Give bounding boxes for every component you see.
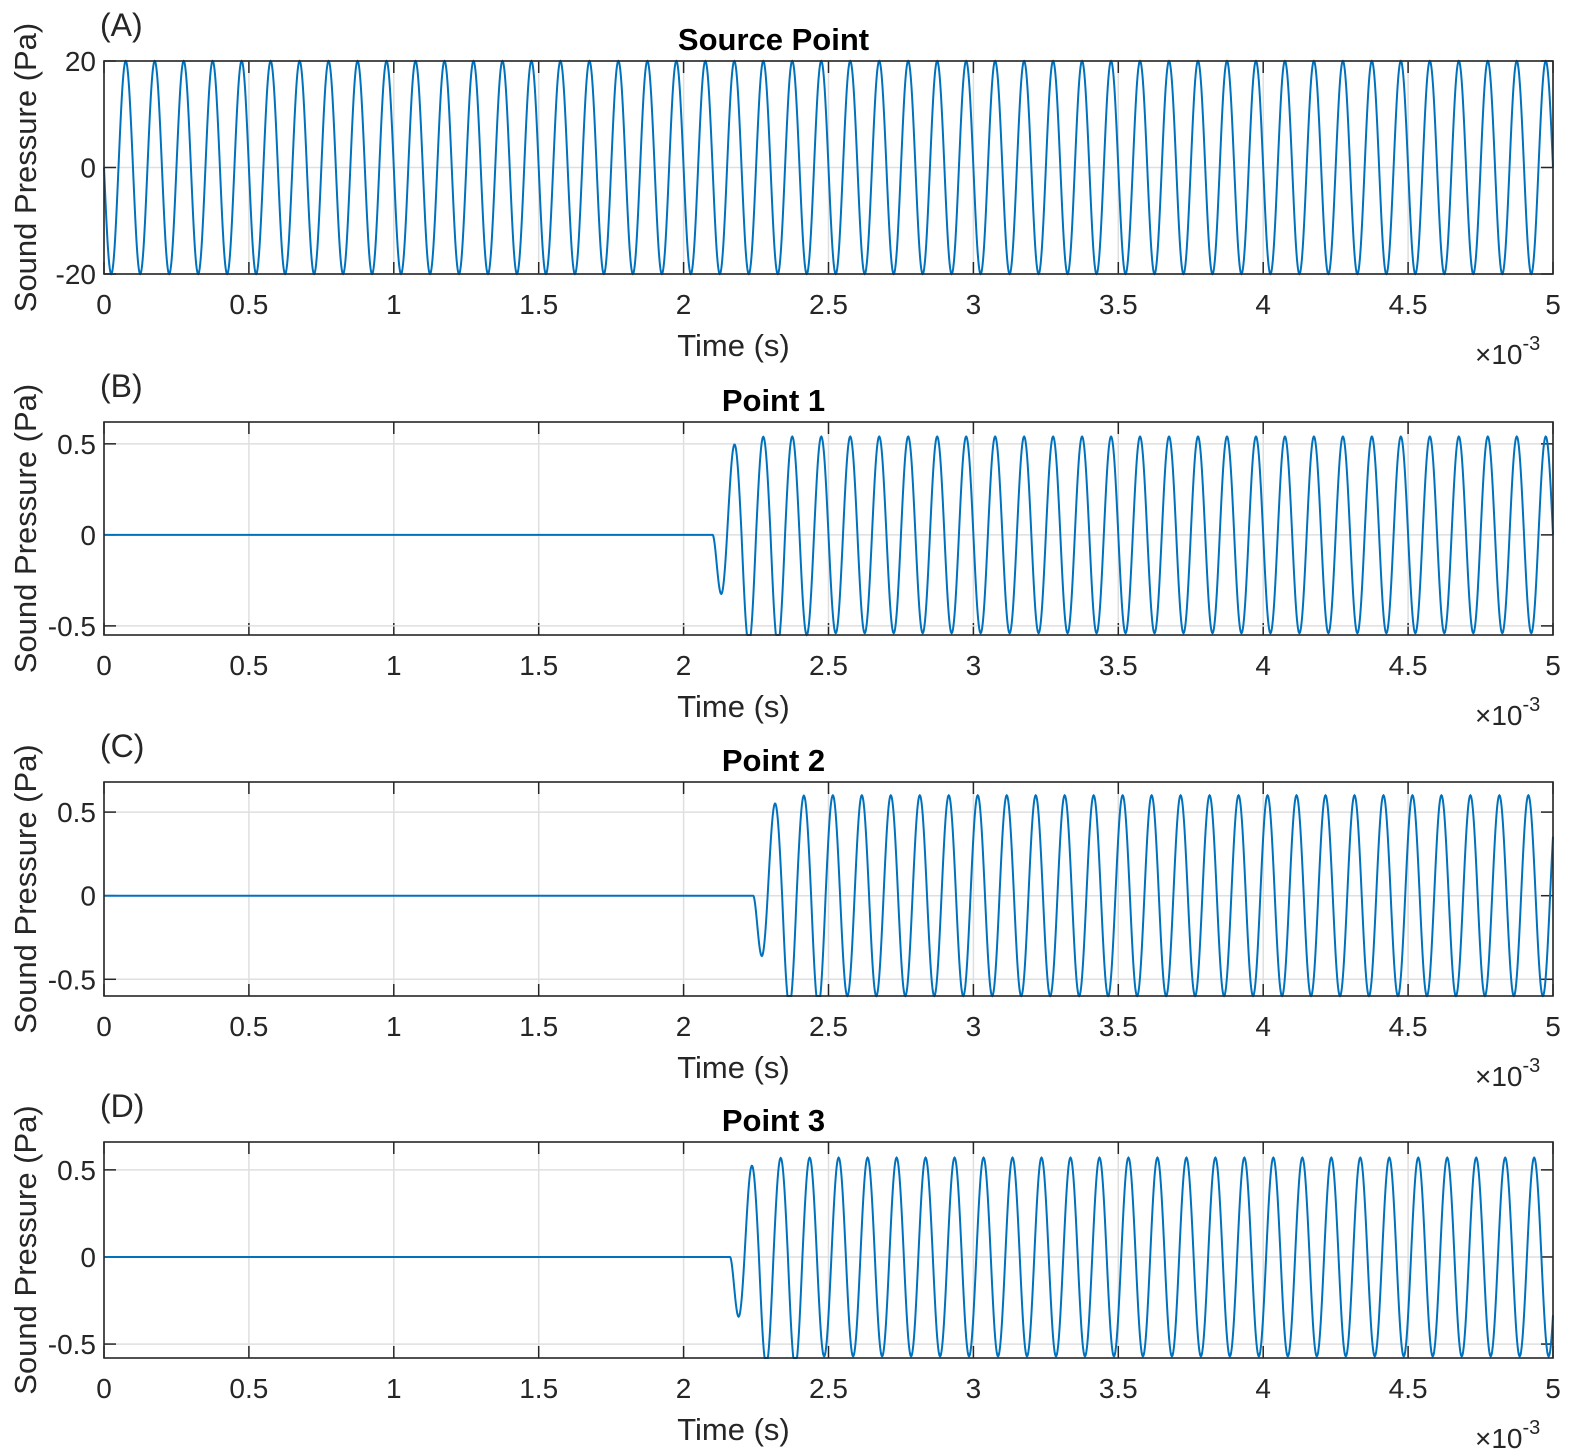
axes-box — [103, 1141, 1554, 1359]
x-tick-label: 1.5 — [519, 1011, 558, 1042]
y-tick-label: -0.5 — [48, 1329, 96, 1360]
x-tick-label: 2 — [676, 289, 692, 320]
panel-label: (B) — [100, 368, 143, 404]
x-tick-label: 4 — [1255, 650, 1271, 681]
chart-title: Point 1 — [722, 383, 825, 418]
x-tick-label: 1 — [386, 289, 402, 320]
x-tick-label: 2.5 — [809, 1373, 848, 1404]
x-tick-label: 3 — [966, 1011, 982, 1042]
x-tick-label: 5 — [1545, 1011, 1561, 1042]
x-tick-label: 0.5 — [229, 289, 268, 320]
axes-box — [103, 781, 1554, 997]
axes-box — [103, 421, 1554, 636]
y-tick-label: 0 — [80, 520, 96, 551]
x-exponent-label: ×10-3 — [1475, 1055, 1540, 1092]
chart-title: Point 2 — [722, 743, 825, 778]
y-tick-label: 0.5 — [57, 429, 96, 460]
x-tick-label: 4.5 — [1389, 1011, 1428, 1042]
x-tick-label: 0.5 — [229, 650, 268, 681]
series-line-1 — [104, 435, 1554, 637]
x-tick-label: 2 — [676, 1011, 692, 1042]
x-tick-label: 3.5 — [1099, 1011, 1138, 1042]
x-tick-label: 3 — [966, 650, 982, 681]
y-axis-label: Sound Pressure (Pa) — [8, 1105, 43, 1394]
x-tick-label: 5 — [1545, 289, 1561, 320]
x-tick-label: 2.5 — [809, 650, 848, 681]
x-tick-label: 1 — [386, 650, 402, 681]
panel-label: (D) — [100, 1088, 144, 1124]
x-exponent-base: ×10 — [1475, 1423, 1523, 1454]
x-tick-label: 3 — [966, 289, 982, 320]
x-exponent-base: ×10 — [1475, 339, 1523, 370]
x-tick-label: 2 — [676, 1373, 692, 1404]
x-tick-label: 0.5 — [229, 1373, 268, 1404]
y-axis-label: Sound Pressure (Pa) — [8, 384, 43, 673]
y-tick-label: 0.5 — [57, 1155, 96, 1186]
x-tick-label: 1 — [386, 1011, 402, 1042]
series-line-1 — [103, 59, 1554, 276]
x-tick-label: 0 — [96, 650, 112, 681]
chart-title: Source Point — [678, 22, 869, 57]
x-tick-label: 1.5 — [519, 650, 558, 681]
x-exponent-label: ×10-3 — [1475, 1417, 1540, 1454]
x-axis-label: Time (s) — [677, 689, 790, 724]
x-exponent-value: -3 — [1523, 333, 1541, 355]
y-tick-label: -20 — [56, 259, 96, 290]
x-tick-label: 4.5 — [1389, 1373, 1428, 1404]
y-axis-label: Sound Pressure (Pa) — [8, 744, 43, 1033]
y-tick-label: 0 — [80, 1242, 96, 1273]
y-tick-label: -0.5 — [48, 611, 96, 642]
x-exponent-value: -3 — [1523, 694, 1541, 716]
x-axis-label: Time (s) — [677, 1050, 790, 1085]
series-line-1 — [104, 1156, 1554, 1359]
x-tick-label: 3 — [966, 1373, 982, 1404]
x-tick-label: 3.5 — [1099, 289, 1138, 320]
panel-label: (C) — [100, 728, 144, 764]
x-axis-label: Time (s) — [677, 328, 790, 363]
x-tick-label: 1.5 — [519, 1373, 558, 1404]
x-exponent-base: ×10 — [1475, 700, 1523, 731]
x-tick-label: 5 — [1545, 650, 1561, 681]
x-tick-label: 5 — [1545, 1373, 1561, 1404]
y-tick-label: 0 — [80, 881, 96, 912]
axes-box — [103, 60, 1554, 275]
x-axis-label: Time (s) — [677, 1412, 790, 1447]
x-exponent-label: ×10-3 — [1475, 694, 1540, 731]
x-tick-label: 1 — [386, 1373, 402, 1404]
y-tick-label: 0 — [80, 153, 96, 184]
x-tick-label: 3.5 — [1099, 650, 1138, 681]
y-tick-label: 0.5 — [57, 797, 96, 828]
x-exponent-value: -3 — [1523, 1417, 1541, 1439]
x-tick-label: 2.5 — [809, 289, 848, 320]
x-tick-label: 3.5 — [1099, 1373, 1138, 1404]
x-tick-label: 4 — [1255, 1373, 1271, 1404]
chart-title: Point 3 — [722, 1103, 825, 1138]
x-exponent-value: -3 — [1523, 1055, 1541, 1077]
x-tick-label: 4 — [1255, 289, 1271, 320]
x-tick-label: 1.5 — [519, 289, 558, 320]
x-tick-label: 2 — [676, 650, 692, 681]
panel-label: (A) — [100, 7, 143, 43]
x-tick-label: 2.5 — [809, 1011, 848, 1042]
x-tick-label: 4.5 — [1389, 289, 1428, 320]
y-tick-label: 20 — [65, 46, 96, 77]
x-exponent-label: ×10-3 — [1475, 333, 1540, 370]
x-tick-label: 0 — [96, 1373, 112, 1404]
x-tick-label: 0 — [96, 1011, 112, 1042]
y-axis-label: Sound Pressure (Pa) — [8, 23, 43, 312]
x-exponent-base: ×10 — [1475, 1061, 1523, 1092]
y-tick-label: -0.5 — [48, 964, 96, 995]
x-tick-label: 4 — [1255, 1011, 1271, 1042]
x-tick-label: 0 — [96, 289, 112, 320]
x-tick-label: 0.5 — [229, 1011, 268, 1042]
x-tick-label: 4.5 — [1389, 650, 1428, 681]
